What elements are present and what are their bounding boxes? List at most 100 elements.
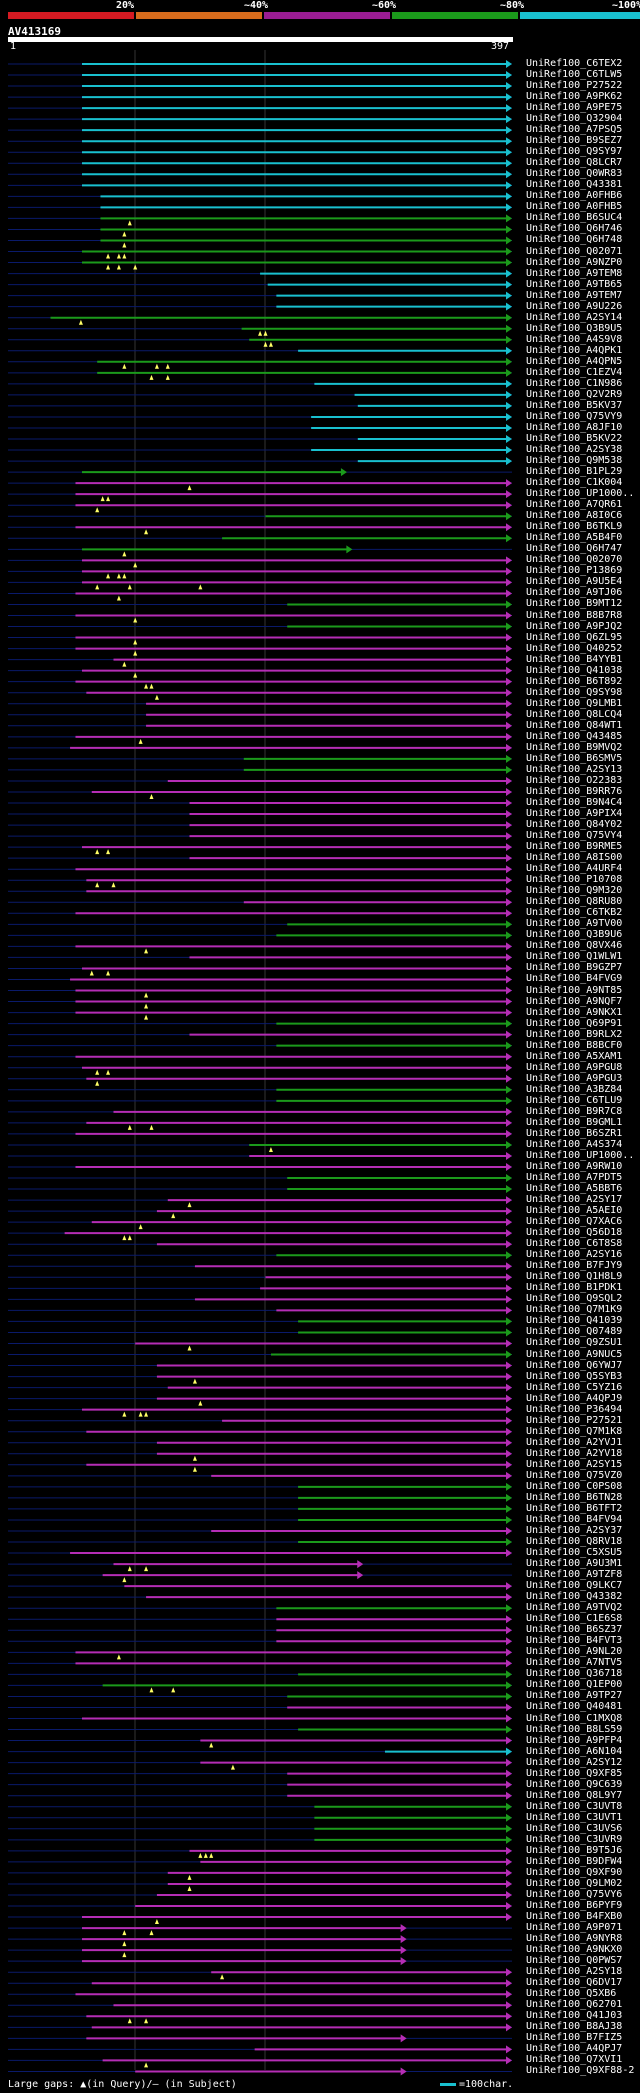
hit-label[interactable]: UniRef100_B8LS59 — [526, 1723, 623, 1735]
hit-label[interactable]: UniRef100_P27521 — [526, 1414, 623, 1426]
hit-label[interactable]: UniRef100_C1MXQ8 — [526, 1712, 623, 1724]
hit-label[interactable]: UniRef100_A6N104 — [526, 1745, 623, 1757]
hit-label[interactable]: UniRef100_Q41038 — [526, 664, 623, 676]
hit-label[interactable]: UniRef100_Q43381 — [526, 179, 623, 191]
hit-label[interactable]: UniRef100_Q40252 — [526, 642, 623, 654]
hit-label[interactable]: UniRef100_B6TKL9 — [526, 521, 623, 533]
hit-label[interactable]: UniRef100_A2SY15 — [526, 1458, 623, 1470]
hit-label[interactable]: UniRef100_C3UVS6 — [526, 1822, 623, 1834]
hit-label[interactable]: UniRef100_A9NUC5 — [526, 1348, 623, 1360]
hit-label[interactable]: UniRef100_Q7XVI1 — [526, 2054, 623, 2066]
hit-label[interactable]: UniRef100_Q1WLW1 — [526, 951, 623, 963]
hit-label[interactable]: UniRef100_B9RR76 — [526, 785, 623, 797]
hit-label[interactable]: UniRef100_A7PDT5 — [526, 1172, 623, 1184]
hit-label[interactable]: UniRef100_Q9LMB1 — [526, 697, 623, 709]
hit-label[interactable]: UniRef100_A9TEM8 — [526, 267, 623, 279]
hit-label[interactable]: UniRef100_A9U5E4 — [526, 576, 623, 588]
hit-label[interactable]: UniRef100_A8JF10 — [526, 421, 623, 433]
hit-label[interactable]: UniRef100_B8BCF0 — [526, 1039, 623, 1051]
hit-label[interactable]: UniRef100_C3UVT8 — [526, 1800, 623, 1812]
hit-label[interactable]: UniRef100_A9NZP0 — [526, 256, 623, 268]
hit-label[interactable]: UniRef100_B6SUC4 — [526, 212, 623, 224]
hit-label[interactable]: UniRef100_C1E6S8 — [526, 1613, 623, 1625]
hit-label[interactable]: UniRef100_B4FVG9 — [526, 973, 623, 985]
hit-label[interactable]: UniRef100_A9U3M1 — [526, 1558, 623, 1570]
hit-label[interactable]: UniRef100_Q75VZ0 — [526, 1469, 623, 1481]
hit-label[interactable]: UniRef100_Q8L9Y7 — [526, 1789, 623, 1801]
hit-label[interactable]: UniRef100_C6TEX2 — [526, 58, 623, 69]
hit-label[interactable]: UniRef100_A5AEI0 — [526, 1205, 623, 1217]
hit-label[interactable]: UniRef100_A9TZF8 — [526, 1569, 623, 1581]
hit-label[interactable]: UniRef100_UP1000.. — [526, 488, 635, 500]
hit-label[interactable]: UniRef100_Q1H8L9 — [526, 1271, 623, 1283]
hit-label[interactable]: UniRef100_A4QPK1 — [526, 344, 623, 356]
hit-label[interactable]: UniRef100_A9NL20 — [526, 1646, 623, 1658]
hit-label[interactable]: UniRef100_Q9SQL2 — [526, 1293, 623, 1305]
hit-label[interactable]: UniRef100_Q5XB6 — [526, 1988, 617, 2000]
hit-label[interactable]: UniRef100_Q6YWJ7 — [526, 1359, 623, 1371]
hit-label[interactable]: UniRef100_A4QPN5 — [526, 355, 623, 367]
hit-label[interactable]: UniRef100_C1N986 — [526, 377, 623, 389]
hit-label[interactable]: UniRef100_B7FIZ5 — [526, 2032, 623, 2044]
hit-label[interactable]: UniRef100_B9RLX2 — [526, 1028, 623, 1040]
hit-label[interactable]: UniRef100_B9GZP7 — [526, 962, 623, 974]
hit-label[interactable]: UniRef100_A9NYR8 — [526, 1933, 623, 1945]
hit-label[interactable]: UniRef100_Q9SY98 — [526, 686, 623, 698]
hit-label[interactable]: UniRef100_A9U226 — [526, 300, 623, 312]
hit-label[interactable]: UniRef100_Q8LCQ4 — [526, 708, 623, 720]
hit-label[interactable]: UniRef100_C6T8S8 — [526, 1238, 623, 1250]
hit-label[interactable]: UniRef100_A5XAM1 — [526, 1050, 623, 1062]
hit-label[interactable]: UniRef100_A9TVQ2 — [526, 1602, 623, 1614]
hit-label[interactable]: UniRef100_B9DFW4 — [526, 1855, 623, 1867]
hit-label[interactable]: UniRef100_A9PK62 — [526, 91, 623, 103]
hit-label[interactable]: UniRef100_A9TP27 — [526, 1690, 623, 1702]
hit-label[interactable]: UniRef100_A9PGU3 — [526, 1072, 623, 1084]
hit-label[interactable]: UniRef100_A0FHB5 — [526, 201, 623, 213]
hit-label[interactable]: UniRef100_C0PS08 — [526, 1480, 623, 1492]
hit-label[interactable]: UniRef100_Q7XAC6 — [526, 1216, 623, 1228]
hit-label[interactable]: UniRef100_A8I0C6 — [526, 510, 623, 522]
hit-label[interactable]: UniRef100_A2SY38 — [526, 444, 623, 456]
hit-label[interactable]: UniRef100_B7FJY9 — [526, 1260, 623, 1272]
hit-label[interactable]: UniRef100_Q0WR83 — [526, 168, 623, 180]
hit-label[interactable]: UniRef100_A4S374 — [526, 1138, 623, 1150]
hit-label[interactable]: UniRef100_A2SY13 — [526, 763, 623, 775]
hit-label[interactable]: UniRef100_A4QPJ9 — [526, 1392, 623, 1404]
hit-label[interactable]: UniRef100_B6SZ37 — [526, 1624, 623, 1636]
hit-label[interactable]: UniRef100_Q8RV18 — [526, 1536, 623, 1548]
hit-label[interactable]: UniRef100_Q02070 — [526, 554, 623, 566]
hit-label[interactable]: UniRef100_A2SY12 — [526, 1756, 623, 1768]
hit-label[interactable]: UniRef100_C1K004 — [526, 477, 623, 489]
hit-label[interactable]: UniRef100_A8IS00 — [526, 852, 623, 864]
hit-label[interactable]: UniRef100_A9PIX4 — [526, 808, 623, 820]
hit-label[interactable]: UniRef100_A5B4F0 — [526, 532, 623, 544]
hit-label[interactable]: UniRef100_A9PJQ2 — [526, 620, 623, 632]
hit-label[interactable]: UniRef100_Q32904 — [526, 113, 623, 125]
hit-label[interactable]: UniRef100_A9NT85 — [526, 984, 623, 996]
hit-label[interactable]: UniRef100_Q75VY6 — [526, 1888, 623, 1900]
hit-label[interactable]: UniRef100_Q6H748 — [526, 234, 623, 246]
hit-label[interactable]: UniRef100_Q8VX46 — [526, 940, 623, 952]
hit-label[interactable]: UniRef100_P13869 — [526, 565, 623, 577]
hit-label[interactable]: UniRef100_A9NKX1 — [526, 1006, 623, 1018]
hit-label[interactable]: UniRef100_Q9LM02 — [526, 1877, 623, 1889]
hit-label[interactable]: UniRef100_B4FV94 — [526, 1513, 623, 1525]
hit-label[interactable]: UniRef100_A2SY17 — [526, 1194, 623, 1206]
hit-label[interactable]: UniRef100_A7PSQ5 — [526, 124, 623, 136]
hit-label[interactable]: UniRef100_Q43382 — [526, 1591, 623, 1603]
hit-label[interactable]: UniRef100_B6SMV5 — [526, 752, 623, 764]
hit-label[interactable]: UniRef100_Q7M1K8 — [526, 1425, 623, 1437]
hit-label[interactable]: UniRef100_Q6H747 — [526, 543, 623, 555]
hit-label[interactable]: UniRef100_Q02071 — [526, 245, 623, 257]
hit-label[interactable]: UniRef100_A5BBT6 — [526, 1183, 623, 1195]
hit-label[interactable]: UniRef100_C6TLW5 — [526, 69, 623, 81]
hit-label[interactable]: UniRef100_Q9XF85 — [526, 1767, 623, 1779]
hit-label[interactable]: UniRef100_C5XSU5 — [526, 1547, 623, 1559]
hit-label[interactable]: UniRef100_B9GML1 — [526, 1116, 623, 1128]
hit-label[interactable]: UniRef100_B4FVT3 — [526, 1635, 623, 1647]
hit-label[interactable]: UniRef100_Q9ZSU1 — [526, 1337, 623, 1349]
hit-label[interactable]: UniRef100_Q9LKC7 — [526, 1580, 623, 1592]
hit-label[interactable]: UniRef100_B6TN28 — [526, 1491, 623, 1503]
hit-label[interactable]: UniRef100_Q9XF88-2 — [526, 2065, 635, 2077]
hit-label[interactable]: UniRef100_Q9M538 — [526, 455, 623, 467]
